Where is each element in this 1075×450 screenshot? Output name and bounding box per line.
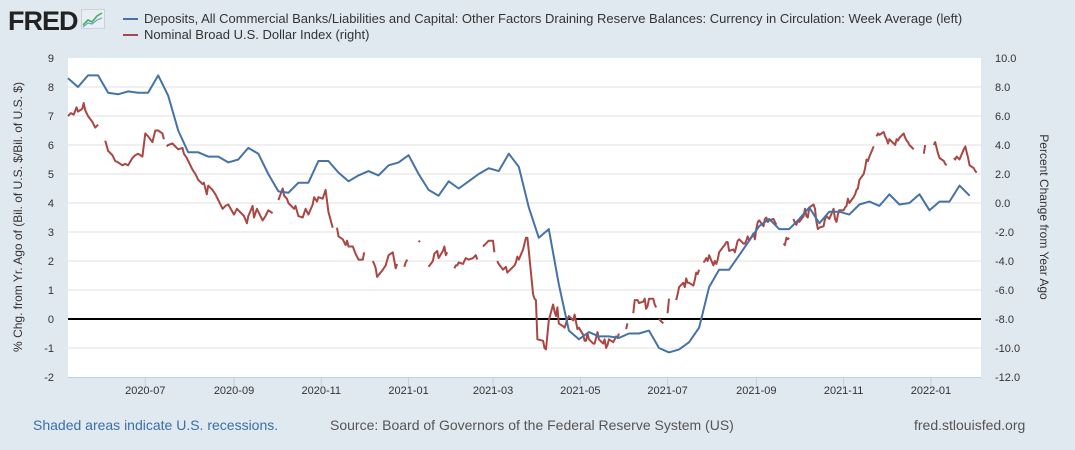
dollar-index-segment xyxy=(427,245,449,268)
chart-legend: Deposits, All Commercial Banks/Liabiliti… xyxy=(123,11,962,43)
y2-tick-label: 2.0 xyxy=(995,169,1010,181)
plot-area xyxy=(68,58,981,377)
dollar-index-segment xyxy=(496,236,620,351)
y2-tick-label: -2.0 xyxy=(995,227,1014,239)
source-text: Source: Board of Governors of the Federa… xyxy=(330,417,734,433)
dollar-index-segment xyxy=(792,146,875,231)
dollar-index-segment xyxy=(666,298,670,314)
dollar-index-segment xyxy=(702,216,778,267)
y-tick-label: 1 xyxy=(48,285,54,297)
y-tick-label: 9 xyxy=(48,53,54,65)
dollar-index-segment xyxy=(482,239,496,253)
legend-item-deposits[interactable]: Deposits, All Commercial Banks/Liabiliti… xyxy=(123,11,962,27)
dollar-index-segment xyxy=(371,251,399,278)
y2-tick-label: 4.0 xyxy=(995,140,1010,152)
x-axis: 2020-07 2020-09 2020-11 2021-01 2021-03 2021-… xyxy=(68,377,981,397)
y-tick-label: 3 xyxy=(48,227,54,239)
y2-tick-label: -4.0 xyxy=(995,256,1014,268)
x-tick-label: 2021-09 xyxy=(736,385,776,397)
legend-swatch-blue xyxy=(123,18,138,20)
dollar-index-segment xyxy=(67,102,99,129)
dollar-index-segment xyxy=(104,129,165,167)
x-tick-label: 2021-01 xyxy=(388,385,428,397)
dollar-index-segment xyxy=(675,269,701,301)
dollar-index-segment xyxy=(875,131,915,151)
x-tick-label: 2021-03 xyxy=(473,385,513,397)
y-tick-label: -2 xyxy=(44,372,54,384)
y2-tick-label: -10.0 xyxy=(995,343,1020,355)
y-tick-label: 4 xyxy=(48,198,54,210)
legend-swatch-red xyxy=(123,34,138,36)
dollar-index-segment xyxy=(932,141,948,167)
y2-tick-label: 0.0 xyxy=(995,198,1010,210)
dollar-index-segment xyxy=(166,142,274,225)
y-axis-right-title: Percent Change from Year Ago xyxy=(1037,134,1051,300)
fred-logo-text: FRED xyxy=(8,6,78,36)
legend-label-deposits: Deposits, All Commercial Banks/Liabiliti… xyxy=(144,11,963,26)
y-axis-right: 10.0 8.0 6.0 4.0 2.0 0.0 -2.0 -4.0 -6.0 -8.0 -10.0… xyxy=(995,53,1020,384)
dollar-index-segment xyxy=(277,187,334,228)
dollar-index-segment xyxy=(632,297,658,314)
dollar-index-segment xyxy=(417,239,421,243)
dollar-index-segment xyxy=(336,227,366,261)
y2-tick-label: -8.0 xyxy=(995,314,1014,326)
dollar-index-segment xyxy=(922,144,927,154)
y-axis-left: 9 8 7 6 5 4 3 2 1 0 -1 -2 xyxy=(44,53,54,384)
recession-note-link[interactable]: Shaded areas indicate U.S. recessions. xyxy=(33,417,279,433)
y2-tick-label: -6.0 xyxy=(995,285,1014,297)
x-tick-label: 2020-09 xyxy=(214,385,254,397)
dollar-index-segment xyxy=(658,318,665,325)
y-tick-label: 7 xyxy=(48,111,54,123)
dollar-index-segment xyxy=(453,254,479,269)
y-tick-label: 2 xyxy=(48,256,54,268)
y-tick-label: 0 xyxy=(48,314,54,326)
y-axis-left-title: % Chg. from Yr. Ago of (Bil. of U.S. $/B… xyxy=(11,82,25,352)
fred-site-link[interactable]: fred.stlouisfed.org xyxy=(914,417,1026,433)
fred-logo[interactable]: FRED xyxy=(8,6,105,37)
x-tick-label: 2020-11 xyxy=(302,385,342,397)
y-tick-label: 8 xyxy=(48,82,54,94)
y-tick-label: 5 xyxy=(48,169,54,181)
x-tick-label: 2021-07 xyxy=(647,385,687,397)
dollar-index-segment xyxy=(953,145,978,174)
x-tick-label: 2021-05 xyxy=(560,385,600,397)
dollar-index-segment xyxy=(782,236,790,247)
y2-tick-label: 8.0 xyxy=(995,82,1010,94)
y2-tick-label: 6.0 xyxy=(995,111,1010,123)
y2-tick-label: -12.0 xyxy=(995,372,1020,384)
y-tick-label: -1 xyxy=(44,343,54,355)
x-tick-label: 2021-11 xyxy=(824,385,864,397)
y2-tick-label: 10.0 xyxy=(995,53,1016,65)
y-tick-label: 6 xyxy=(48,140,54,152)
x-tick-label: 2020-07 xyxy=(125,385,165,397)
x-tick-label: 2022-01 xyxy=(911,385,951,397)
series-dollar-index xyxy=(67,102,978,351)
dollar-index-segment xyxy=(625,323,629,330)
fred-chart-icon xyxy=(80,9,105,34)
legend-item-dollar-index[interactable]: Nominal Broad U.S. Dollar Index (right) xyxy=(123,27,962,43)
dollar-index-segment xyxy=(403,259,409,268)
legend-label-dollar-index: Nominal Broad U.S. Dollar Index (right) xyxy=(144,27,370,42)
